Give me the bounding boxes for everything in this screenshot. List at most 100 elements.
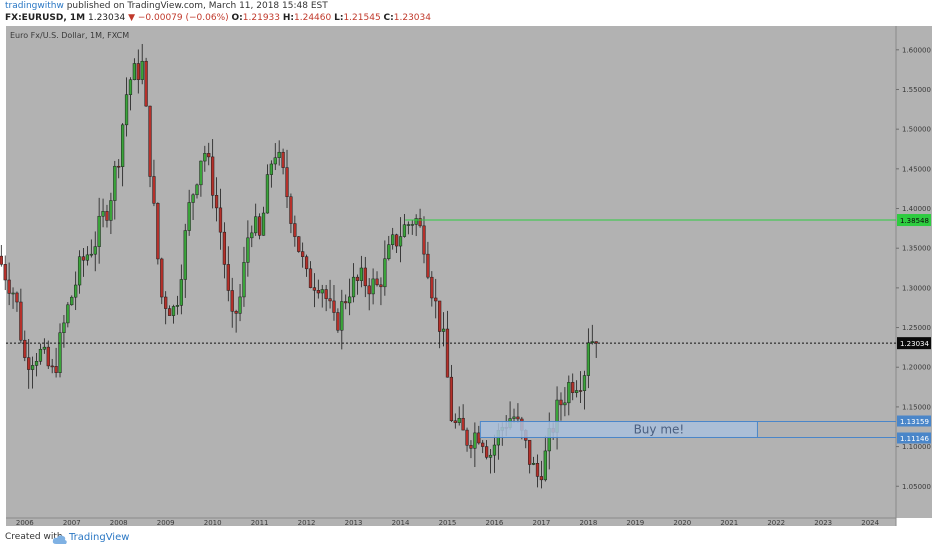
x-tick-label: 2011 (251, 519, 269, 526)
candle-up (238, 296, 242, 314)
candle-up (187, 202, 191, 231)
candle-down (230, 290, 234, 312)
y-tick-label: 1.25000 (902, 324, 931, 332)
x-tick-label: 2012 (298, 519, 316, 526)
footer: Created with TradingView (0, 526, 932, 550)
candle-down (375, 278, 379, 286)
candle-down (19, 301, 23, 341)
candle-up (250, 232, 254, 239)
candle-down (0, 255, 3, 265)
candle-up (30, 365, 35, 370)
candle-up (351, 276, 356, 298)
chart-area[interactable]: Euro Fx/U.S. Dollar, 1M, FXCM 1.60000 1.55… (0, 26, 932, 527)
candle-down (418, 218, 422, 227)
candle-down (332, 300, 336, 313)
price-chart[interactable]: Euro Fx/U.S. Dollar, 1M, FXCM 1.60000 1.55… (0, 26, 932, 527)
current-price-label: 1.23034 (900, 340, 929, 348)
candle-down (136, 63, 140, 80)
candle-up (348, 296, 352, 304)
candle-down (379, 284, 383, 288)
last-price: 1.23034 (87, 13, 126, 23)
candle-up (410, 224, 414, 226)
candle-down (257, 216, 262, 236)
candle-up (38, 348, 43, 362)
x-tick-label: 2008 (110, 519, 128, 526)
candle-up (62, 322, 66, 334)
candle-up (85, 254, 90, 261)
candle-up (77, 256, 82, 286)
y-tick-label: 1.20000 (902, 364, 931, 372)
y-tick-label: 1.45000 (902, 165, 931, 173)
y-tick-label: 1.35000 (902, 245, 931, 253)
candle-down (481, 442, 485, 447)
candle-up (113, 165, 117, 201)
candle-up (590, 341, 594, 343)
candle-down (289, 196, 293, 224)
candle-down (469, 445, 473, 449)
candle-up (128, 79, 133, 95)
published-text: published on TradingView.com, March 11, … (66, 1, 328, 11)
candle-down (46, 346, 50, 367)
chart-title: Euro Fx/U.S. Dollar, 1M, FXCM (10, 31, 129, 40)
x-tick-label: 2021 (720, 519, 738, 526)
candle-up (191, 194, 195, 203)
tradingview-brand[interactable]: TradingView (69, 532, 130, 543)
candle-down (328, 298, 332, 302)
candle-up (121, 124, 125, 167)
candle-up (242, 262, 246, 298)
symbol-timeframe: FX:EURUSD, 1M (5, 13, 86, 23)
x-tick-label: 2009 (157, 519, 175, 526)
candle-up (179, 279, 183, 306)
candle-down (226, 264, 230, 291)
x-tick-label: 2014 (392, 519, 410, 526)
candle-up (265, 174, 270, 214)
candle-down (484, 446, 489, 458)
candle-up (492, 444, 497, 456)
y-tick-label: 1.10000 (902, 443, 931, 451)
y-tick-label: 1.15000 (902, 403, 931, 411)
candle-down (281, 151, 285, 168)
candle-down (449, 376, 454, 422)
candle-up (132, 63, 136, 81)
candle-up (273, 157, 277, 165)
candle-up (269, 163, 273, 175)
candle-down (426, 253, 430, 278)
candle-down (152, 176, 156, 204)
candle-down (312, 287, 317, 291)
candle-down (207, 153, 211, 158)
ohlc-line: FX:EURUSD, 1M 1.23034 ▼ −0.00079 (−0.06%… (5, 13, 431, 23)
candle-up (74, 284, 78, 298)
candle-up (277, 151, 281, 158)
buy-zone-label: Buy me! (634, 422, 685, 436)
candle-down (81, 256, 86, 261)
candle-down (54, 366, 58, 373)
candle-down (571, 382, 575, 393)
candle-down (394, 234, 399, 247)
candle-down (23, 339, 27, 358)
created-with-text: Created with (5, 532, 63, 542)
candle-up (586, 342, 590, 376)
resistance-price-label: 1.38548 (900, 217, 929, 225)
candle-down (516, 416, 520, 420)
candle-down (438, 300, 442, 332)
open-value: 1.21933 (242, 13, 280, 23)
x-tick-label: 2022 (767, 519, 785, 526)
candle-down (336, 312, 340, 331)
x-tick-label: 2006 (16, 519, 34, 526)
candle-down (167, 308, 172, 316)
candle-down (164, 296, 168, 309)
candle-up (89, 253, 93, 256)
candle-down (539, 476, 544, 481)
buy-zone-box (479, 421, 758, 438)
high-label: H: (282, 13, 295, 23)
candle-down (316, 290, 320, 294)
candle-up (512, 416, 516, 419)
candle-up (488, 454, 493, 458)
candle-up (34, 361, 39, 366)
x-tick-label: 2020 (673, 519, 691, 526)
resistance-price-badge (897, 214, 931, 227)
publish-info: tradingwithw published on TradingView.co… (5, 1, 328, 11)
candle-up (473, 432, 477, 449)
candle-up (582, 375, 587, 391)
author-link[interactable]: tradingwithw (5, 1, 64, 11)
